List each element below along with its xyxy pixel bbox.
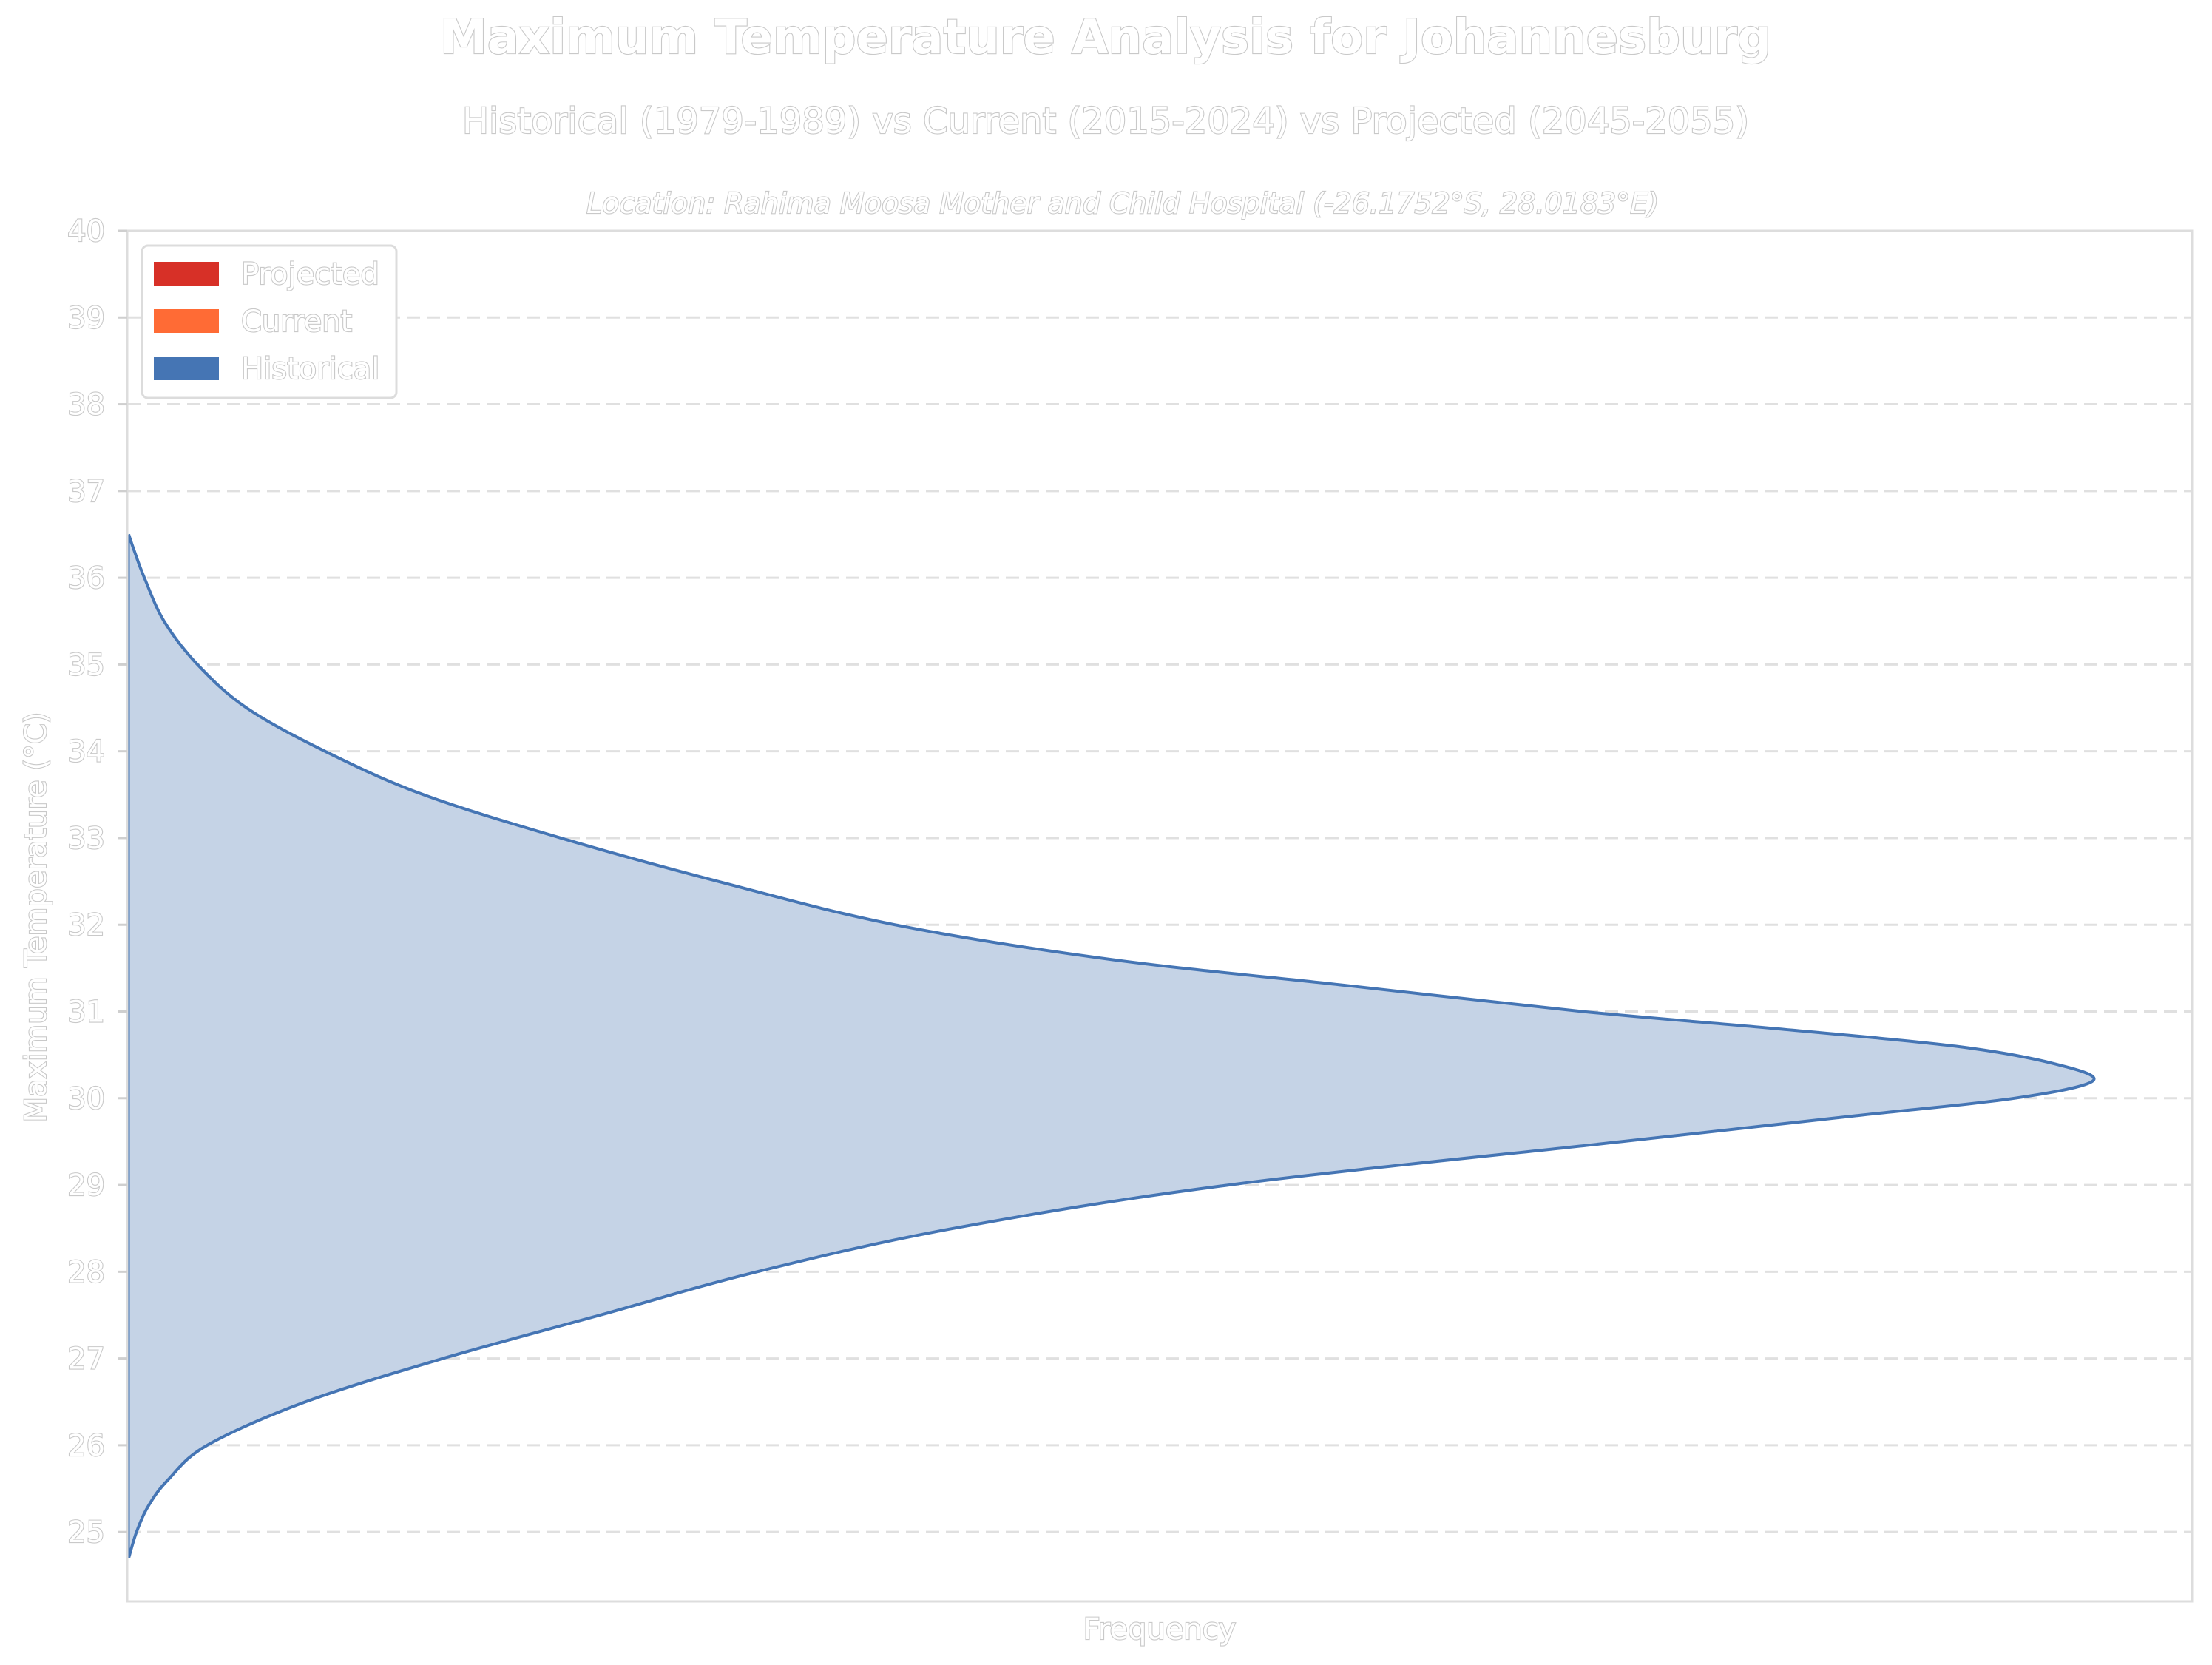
plot-frame: [126, 229, 2194, 1603]
legend-items: Projected Current Historical: [154, 257, 380, 387]
legend-label-projected: Projected: [241, 257, 379, 291]
series-area-historical: [129, 534, 2094, 1558]
y-axis-label: Maximum Temperature (°C): [19, 712, 53, 1122]
y-tick-label-39: 39: [67, 301, 105, 335]
series-line-historical: [127, 533, 2096, 1558]
y-tick-label-40: 40: [67, 215, 105, 249]
y-tick-label-36: 36: [67, 561, 105, 595]
legend-swatch-historical: [154, 357, 219, 380]
y-tick-label-28: 28: [67, 1255, 105, 1289]
y-tick-label-35: 35: [67, 648, 105, 682]
y-tick-label-34: 34: [67, 735, 105, 769]
y-tick-label-30: 30: [67, 1082, 105, 1116]
y-tick-label-25: 25: [67, 1516, 105, 1550]
chart-subtitle: Historical (1979-1989) vs Current (2015-…: [462, 101, 1749, 142]
legend-item-current: Current: [154, 304, 353, 340]
chart-title: Maximum Temperature Analysis for Johanne…: [440, 10, 1771, 65]
y-tick-label-37: 37: [67, 475, 105, 509]
legend-swatch-current: [154, 309, 219, 333]
y-tick-label-26: 26: [67, 1429, 105, 1463]
y-tick-label-32: 32: [67, 908, 105, 942]
legend-swatch-projected: [154, 262, 219, 286]
chart-location: Location: Rahima Moosa Mother and Child …: [586, 187, 1659, 220]
y-tick-label-33: 33: [67, 822, 105, 856]
legend-label-historical: Historical: [241, 352, 379, 386]
y-tick-label-38: 38: [67, 388, 105, 422]
legend-label-current: Current: [241, 305, 352, 339]
density-series-layer: [127, 533, 2096, 1558]
y-tick-label-29: 29: [67, 1169, 105, 1203]
x-axis-label: Frequency: [1083, 1612, 1237, 1647]
y-axis-ticks: 25 26 27 28 29 30 31 32 33 34 35 36 37 38 39 40: [67, 214, 127, 1550]
legend-item-projected: Projected: [154, 257, 380, 292]
y-tick-label-31: 31: [67, 996, 105, 1030]
y-tick-label-27: 27: [67, 1343, 105, 1377]
legend-item-historical: Historical: [154, 351, 380, 387]
legend: Projected Current Historical: [141, 244, 398, 399]
